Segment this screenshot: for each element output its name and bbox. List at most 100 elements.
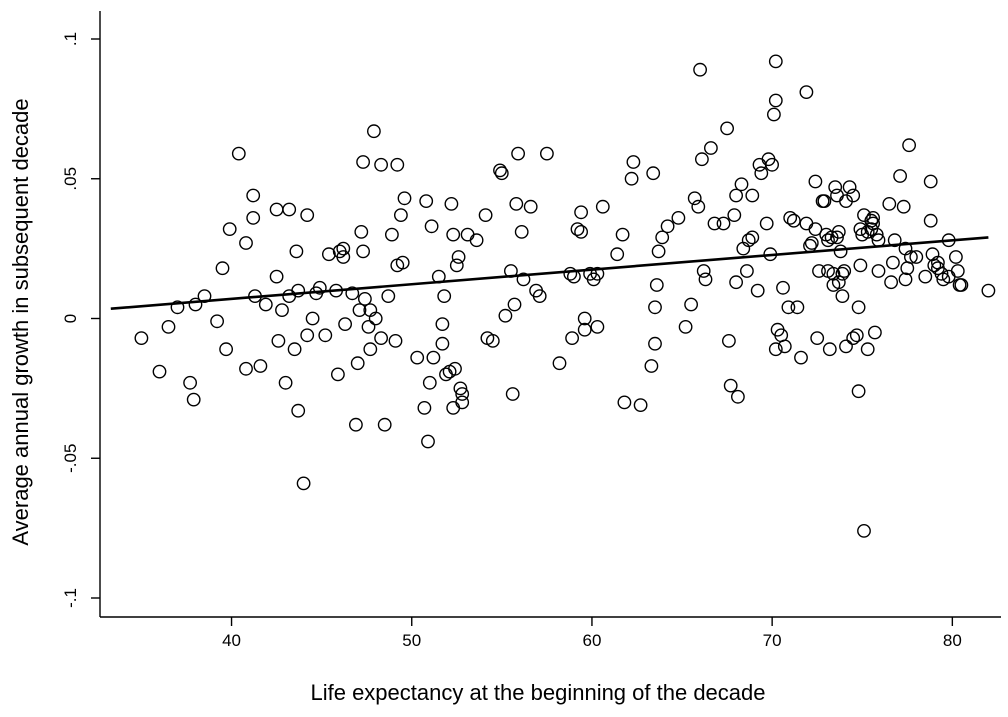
scatter-point-84 <box>446 227 461 242</box>
scatter-point-115 <box>574 205 588 220</box>
scatter-point-77 <box>435 336 450 351</box>
scatter-point-40 <box>330 367 345 382</box>
scatter-point-184 <box>799 216 814 231</box>
scatter-point-61 <box>381 289 396 303</box>
scatter-point-226 <box>866 210 880 225</box>
scatter-point-136 <box>655 230 670 245</box>
y-tick-label-3: .05 <box>61 167 80 191</box>
scatter-point-159 <box>740 264 754 278</box>
scatter-point-56 <box>366 124 381 139</box>
scatter-point-109 <box>540 146 554 161</box>
scatter-point-169 <box>765 157 779 172</box>
points-layer <box>134 54 996 538</box>
scatter-point-134 <box>649 278 664 292</box>
scatter-point-52 <box>357 291 372 306</box>
scatter-point-146 <box>698 272 713 287</box>
scatter-point-38 <box>321 247 336 262</box>
scatter-point-144 <box>695 152 709 167</box>
scatter-point-83 <box>446 400 461 415</box>
scatter-point-172 <box>768 54 783 69</box>
y-tick-label-0: -.1 <box>61 588 80 608</box>
scatter-point-108 <box>532 289 547 303</box>
scatter-point-50 <box>356 155 370 169</box>
scatter-point-207 <box>835 289 850 303</box>
scatter-point-246 <box>923 213 938 228</box>
scatter-point-166 <box>759 216 774 231</box>
scatter-point-177 <box>777 339 792 354</box>
scatter-point-74 <box>424 219 439 234</box>
scatter-point-1 <box>152 364 167 379</box>
scatter-point-241 <box>902 138 916 153</box>
scatter-point-160 <box>741 233 756 248</box>
scatter-point-157 <box>734 177 749 192</box>
scatter-point-53 <box>361 319 376 334</box>
scatter-point-258 <box>954 278 969 292</box>
scatter-point-122 <box>590 319 605 334</box>
fit-line <box>110 236 989 310</box>
x-tick-label-3: 70 <box>763 631 782 650</box>
scatter-point-141 <box>687 191 702 206</box>
scatter-point-96 <box>493 163 507 178</box>
scatter-point-140 <box>684 297 698 312</box>
scatter-point-19 <box>258 297 273 312</box>
x-tick-label-0: 40 <box>222 631 241 650</box>
scatter-point-64 <box>390 157 405 172</box>
scatter-point-151 <box>722 333 736 348</box>
scatter-point-42 <box>336 241 351 256</box>
scatter-point-46 <box>348 417 363 432</box>
y-tick-label-1: -.05 <box>61 444 80 473</box>
scatter-point-62 <box>384 227 399 242</box>
scatter-point-142 <box>691 199 706 214</box>
scatter-point-143 <box>693 62 707 77</box>
scatter-point-245 <box>923 174 938 189</box>
scatter-point-147 <box>704 141 718 155</box>
scatter-point-162 <box>745 230 760 245</box>
scatter-point-213 <box>846 331 861 345</box>
scatter-point-210 <box>839 339 853 354</box>
scatter-point-203 <box>831 275 846 290</box>
scatter-point-60 <box>377 417 392 432</box>
scatter-point-116 <box>574 224 588 239</box>
scatter-point-234 <box>886 255 900 270</box>
scatter-point-29 <box>291 403 306 418</box>
scatter-point-223 <box>860 342 875 357</box>
x-tick-label-1: 50 <box>402 631 421 650</box>
scatter-point-192 <box>817 194 832 209</box>
scatter-point-190 <box>812 264 826 278</box>
scatter-point-9 <box>215 261 230 276</box>
scatter-point-248 <box>927 258 942 273</box>
scatter-point-164 <box>752 157 767 172</box>
scatter-point-32 <box>300 208 315 223</box>
scatter-point-43 <box>336 250 351 264</box>
scatter-point-63 <box>388 333 403 348</box>
scatter-point-90 <box>455 387 470 401</box>
scatter-point-0 <box>134 331 149 345</box>
scatter-point-130 <box>644 359 659 373</box>
scatter-point-178 <box>781 300 796 315</box>
scatter-point-251 <box>934 266 949 281</box>
scatter-point-255 <box>949 250 963 264</box>
scatter-point-67 <box>395 255 410 270</box>
scatter-point-36 <box>312 280 327 295</box>
scatter-point-70 <box>417 400 432 415</box>
scatter-point-145 <box>696 264 711 278</box>
scatter-point-3 <box>170 300 185 315</box>
scatter-point-91 <box>460 227 475 242</box>
scatter-point-12 <box>231 146 246 161</box>
scatter-point-103 <box>511 146 525 161</box>
x-tick-label-4: 80 <box>943 631 962 650</box>
scatter-point-78 <box>435 317 450 331</box>
scatter-point-80 <box>439 367 453 382</box>
scatter-point-47 <box>350 356 365 371</box>
scatter-point-128 <box>626 155 641 169</box>
scatter-point-111 <box>563 266 578 281</box>
scatter-point-101 <box>507 297 522 312</box>
scatter-point-117 <box>577 311 592 326</box>
scatter-point-170 <box>767 107 781 122</box>
scatter-point-8 <box>210 314 225 329</box>
scatter-point-125 <box>615 227 630 242</box>
scatter-point-23 <box>275 303 289 317</box>
scatter-point-48 <box>352 303 367 317</box>
scatter-point-87 <box>451 250 466 264</box>
